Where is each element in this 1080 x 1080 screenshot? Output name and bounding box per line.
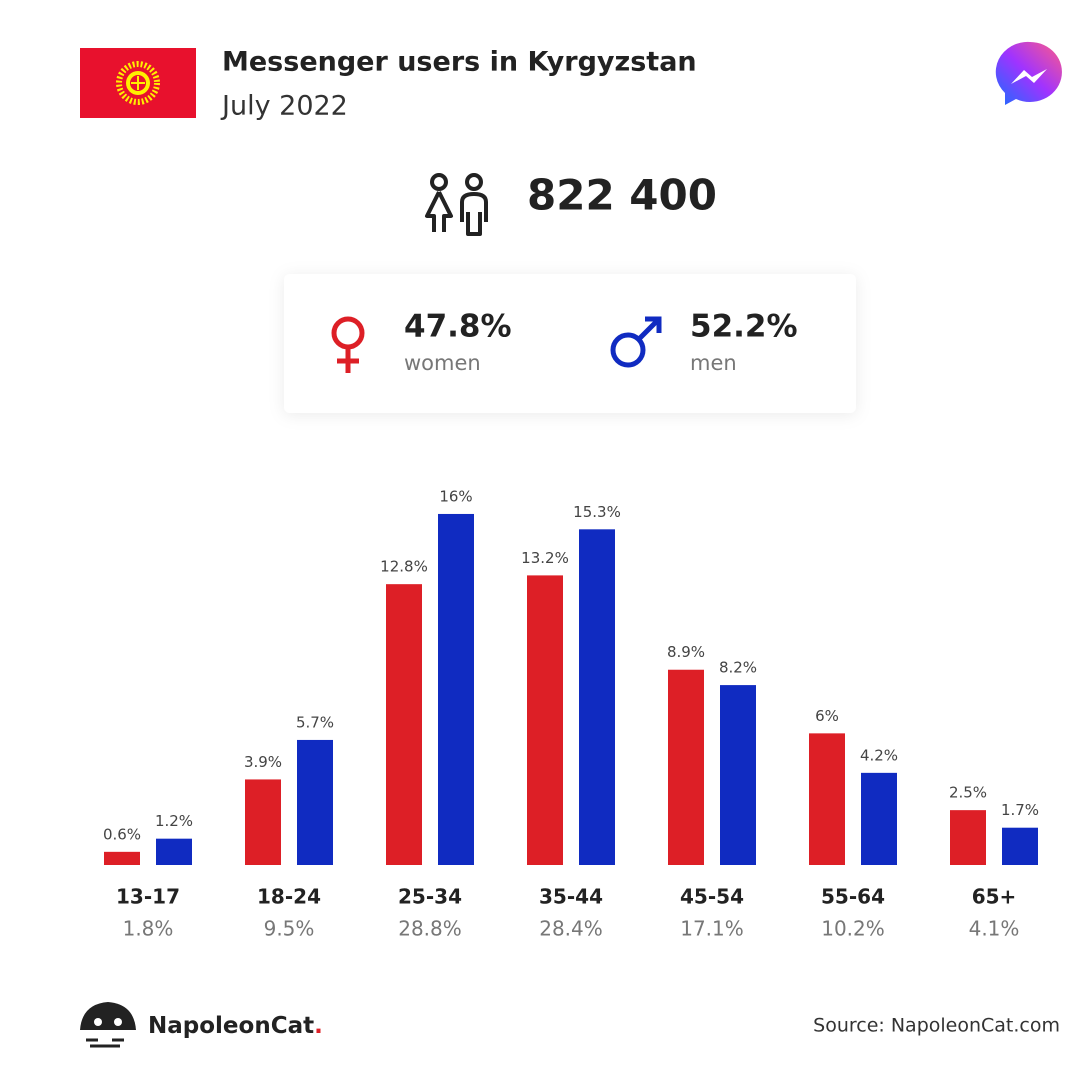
bar [386,584,422,865]
value-label: 6% [815,707,839,725]
value-label: 12.8% [380,558,428,576]
men-label: men [690,351,737,375]
bar [104,851,140,865]
bar [579,529,615,865]
source: Source: NapoleonCat.com [813,1015,1060,1037]
title: Messenger users in Kyrgyzstan [222,47,697,78]
female-symbol [331,316,365,373]
category-label: 25-34 [398,885,462,909]
category-total: 1.8% [123,917,174,941]
value-label: 1.7% [1001,801,1039,819]
value-label: 8.9% [667,643,705,661]
category-label: 45-54 [680,885,744,909]
bar [438,513,474,865]
subtitle: July 2022 [220,91,348,122]
people-icon [425,173,488,236]
category-total: 10.2% [821,917,885,941]
value-label: 3.9% [244,753,282,771]
category-total: 28.4% [539,917,603,941]
bar-chart: 0.6% 1.2% 13-17 1.8% 3.9% 5.7% 18-24 9.5% 12.8% 1… [103,487,1039,940]
flag [80,48,196,118]
men-share: 52.2% [690,309,798,345]
messenger-logo [995,41,1062,105]
women-label: women [404,351,481,375]
value-label: 5.7% [296,713,334,731]
gender-box [284,274,856,413]
category-total: 17.1% [680,917,744,941]
bar [950,810,986,865]
total-users: 822 400 [527,171,717,220]
brand: NapoleonCat. [148,1013,323,1039]
bar [297,739,333,865]
bar [156,838,192,865]
bar [245,779,281,865]
bar [1002,827,1038,865]
bar [527,575,563,865]
value-label: 13.2% [521,549,569,567]
napoleoncat-logo [80,1002,136,1048]
bar [668,669,704,865]
value-label: 2.5% [949,784,987,802]
category-label: 55-64 [821,885,885,909]
value-label: 15.3% [573,503,621,521]
value-label: 4.2% [860,746,898,764]
bar [809,733,845,865]
category-label: 65+ [972,885,1017,909]
women-share: 47.8% [404,309,512,345]
category-label: 35-44 [539,885,603,909]
value-label: 1.2% [155,812,193,830]
value-label: 8.2% [719,659,757,677]
value-label: 16% [439,487,472,505]
category-label: 13-17 [116,885,180,909]
bar [720,685,756,865]
category-label: 18-24 [257,885,321,909]
value-label: 0.6% [103,825,141,843]
category-total: 28.8% [398,917,462,941]
category-total: 9.5% [264,917,315,941]
category-total: 4.1% [969,917,1020,941]
male-symbol [610,316,662,368]
bar [861,772,897,865]
